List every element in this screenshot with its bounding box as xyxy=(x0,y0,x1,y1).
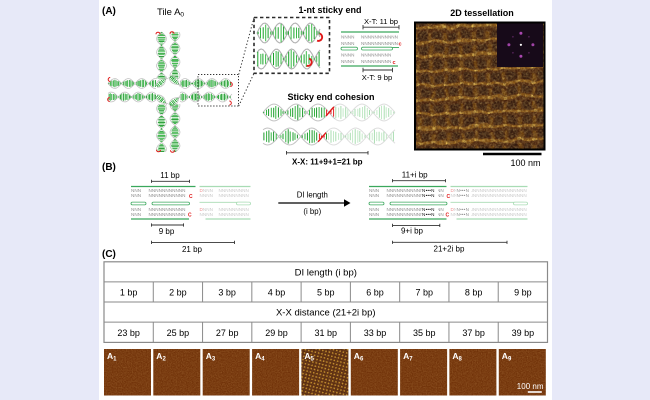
svg-text:NNN: NNN xyxy=(369,207,379,212)
svg-text:9 bp: 9 bp xyxy=(514,288,532,298)
svg-text:100 nm: 100 nm xyxy=(510,158,540,168)
svg-text:N•••N: N•••N xyxy=(422,212,435,217)
svg-text:A9: A9 xyxy=(502,351,512,363)
svg-text:NNNNNNNNNNN: NNNNNNNNNNN xyxy=(149,193,186,198)
svg-text:A7: A7 xyxy=(403,351,413,363)
svg-text:NNNNNNNNNNNNNNNNN: NNNNNNNNNNNNNNNNN xyxy=(470,193,527,198)
svg-text:X-X: 11+9+1=21 bp: X-X: 11+9+1=21 bp xyxy=(292,157,363,166)
svg-text:6 bp: 6 bp xyxy=(366,288,384,298)
svg-text:X-T: 9 bp: X-T: 9 bp xyxy=(362,73,392,82)
svg-text:NNNNNNNNNNN: NNNNNNNNNNN xyxy=(149,207,186,212)
svg-text:21+2i bp: 21+2i bp xyxy=(434,245,465,254)
svg-text:N•••N: N•••N xyxy=(422,207,435,212)
svg-text:NNNN: NNNN xyxy=(341,59,354,64)
svg-text:5 bp: 5 bp xyxy=(317,288,335,298)
svg-text:NNNNNNNNNNN: NNNNNNNNNNN xyxy=(361,41,398,46)
svg-text:NNNNNNNNNNNNNNNNN: NNNNNNNNNNNNNNNNN xyxy=(470,207,527,212)
svg-text:37 bp: 37 bp xyxy=(462,328,485,338)
svg-text:21 bp: 21 bp xyxy=(182,245,203,254)
svg-text:2 bp: 2 bp xyxy=(169,288,187,298)
svg-text:N•••N: N•••N xyxy=(457,207,470,212)
svg-text:NNNN: NNNN xyxy=(200,212,213,217)
svg-text:NNN: NNN xyxy=(131,188,141,193)
svg-text:NNNN: NNNN xyxy=(200,193,213,198)
svg-text:NNNNNNNNNNNNNNNNN: NNNNNNNNNNNNNNNNN xyxy=(387,193,444,198)
svg-text:NNNNNNNNNNNNNNNNN: NNNNNNNNNNNNNNNNN xyxy=(470,188,527,193)
svg-text:A6: A6 xyxy=(354,351,364,363)
svg-text:N•••N: N•••N xyxy=(422,193,435,198)
svg-text:N•••N: N•••N xyxy=(457,212,470,217)
svg-text:C: C xyxy=(188,213,192,219)
svg-text:DI length (i bp): DI length (i bp) xyxy=(295,267,357,278)
svg-text:NNNNNNNNN: NNNNNNNNN xyxy=(219,193,249,198)
svg-text:NNN: NNN xyxy=(369,188,379,193)
svg-text:N•••N: N•••N xyxy=(422,188,435,193)
svg-text:NNNNNNNNNNNNNNNNN: NNNNNNNNNNNNNNNNN xyxy=(387,207,444,212)
svg-text:NNNNNNNNNNN: NNNNNNNNNNN xyxy=(149,188,186,193)
svg-text:NNNNNNNNN: NNNNNNNNN xyxy=(361,59,391,64)
svg-text:27 bp: 27 bp xyxy=(216,328,239,338)
svg-text:NNNNNNNNN: NNNNNNNNN xyxy=(361,53,391,58)
svg-text:NNN: NNN xyxy=(369,193,379,198)
svg-text:NNNN: NNNN xyxy=(341,34,354,39)
svg-text:NNNNNNNNNNN: NNNNNNNNNNN xyxy=(149,212,186,217)
svg-text:NNNNNNNNNNNNNNNNN: NNNNNNNNNNNNNNNNN xyxy=(470,212,527,217)
svg-text:29 bp: 29 bp xyxy=(265,328,288,338)
svg-text:NNNN: NNNN xyxy=(341,53,354,58)
svg-text:C: C xyxy=(447,194,451,200)
svg-text:25 bp: 25 bp xyxy=(167,328,190,338)
svg-text:7 bp: 7 bp xyxy=(416,288,434,298)
svg-text:NNNN: NNNN xyxy=(341,41,354,46)
svg-text:NNNNNNNNN: NNNNNNNNN xyxy=(219,207,249,212)
svg-text:2D tessellation: 2D tessellation xyxy=(450,8,514,18)
svg-text:C: C xyxy=(446,213,450,219)
svg-text:c: c xyxy=(393,60,396,66)
svg-text:NNNNNNNNN: NNNNNNNNN xyxy=(219,188,249,193)
svg-text:31 bp: 31 bp xyxy=(314,328,337,338)
svg-text:3 bp: 3 bp xyxy=(218,288,236,298)
svg-text:11+i bp: 11+i bp xyxy=(402,170,428,179)
svg-text:9+i bp: 9+i bp xyxy=(401,227,424,236)
svg-text:A1: A1 xyxy=(107,351,117,363)
svg-text:Tile A0: Tile A0 xyxy=(157,7,184,19)
svg-text:A5: A5 xyxy=(304,351,314,363)
svg-text:NNNNNNNNNNNNNNNNN: NNNNNNNNNNNNNNNNN xyxy=(387,212,444,217)
svg-text:DI length: DI length xyxy=(297,191,328,200)
svg-text:NNN: NNN xyxy=(131,193,141,198)
svg-text:X-X distance (21+2i bp): X-X distance (21+2i bp) xyxy=(276,308,376,319)
svg-text:DNNN: DNNN xyxy=(200,207,213,212)
svg-text:N•••N: N•••N xyxy=(457,193,470,198)
svg-text:A8: A8 xyxy=(452,351,462,363)
svg-text:39 bp: 39 bp xyxy=(512,328,535,338)
svg-text:(B): (B) xyxy=(102,162,116,173)
svg-text:N•••N: N•••N xyxy=(457,188,470,193)
svg-text:(i bp): (i bp) xyxy=(303,207,321,216)
svg-text:33 bp: 33 bp xyxy=(364,328,387,338)
svg-text:(C): (C) xyxy=(102,249,116,260)
svg-text:NNN: NNN xyxy=(369,212,379,217)
svg-text:A3: A3 xyxy=(206,351,216,363)
svg-text:1 bp: 1 bp xyxy=(120,288,138,298)
svg-text:1-nt sticky end: 1-nt sticky end xyxy=(298,5,361,15)
svg-text:c: c xyxy=(399,42,402,48)
svg-text:4 bp: 4 bp xyxy=(268,288,286,298)
svg-text:23 bp: 23 bp xyxy=(117,328,140,338)
svg-text:NNNNNNNNN: NNNNNNNNN xyxy=(219,212,249,217)
svg-text:C: C xyxy=(189,194,193,200)
svg-text:100 nm: 100 nm xyxy=(517,382,544,391)
svg-text:NNN: NNN xyxy=(131,207,141,212)
svg-text:A4: A4 xyxy=(255,351,265,363)
svg-text:NNN: NNN xyxy=(131,212,141,217)
svg-text:X-T: 11 bp: X-T: 11 bp xyxy=(364,17,398,26)
svg-text:11 bp: 11 bp xyxy=(160,171,180,180)
svg-text:Sticky end cohesion: Sticky end cohesion xyxy=(287,92,374,102)
svg-text:(A): (A) xyxy=(102,6,116,17)
svg-text:9 bp: 9 bp xyxy=(159,227,175,236)
svg-text:NNNNNNNNNNNNNNNNN: NNNNNNNNNNNNNNNNN xyxy=(387,188,444,193)
svg-text:NNNNNNNNNNN: NNNNNNNNNNN xyxy=(361,34,398,39)
svg-text:35 bp: 35 bp xyxy=(413,328,436,338)
svg-text:8 bp: 8 bp xyxy=(465,288,483,298)
svg-text:DNNN: DNNN xyxy=(200,188,213,193)
svg-text:A2: A2 xyxy=(156,351,166,363)
